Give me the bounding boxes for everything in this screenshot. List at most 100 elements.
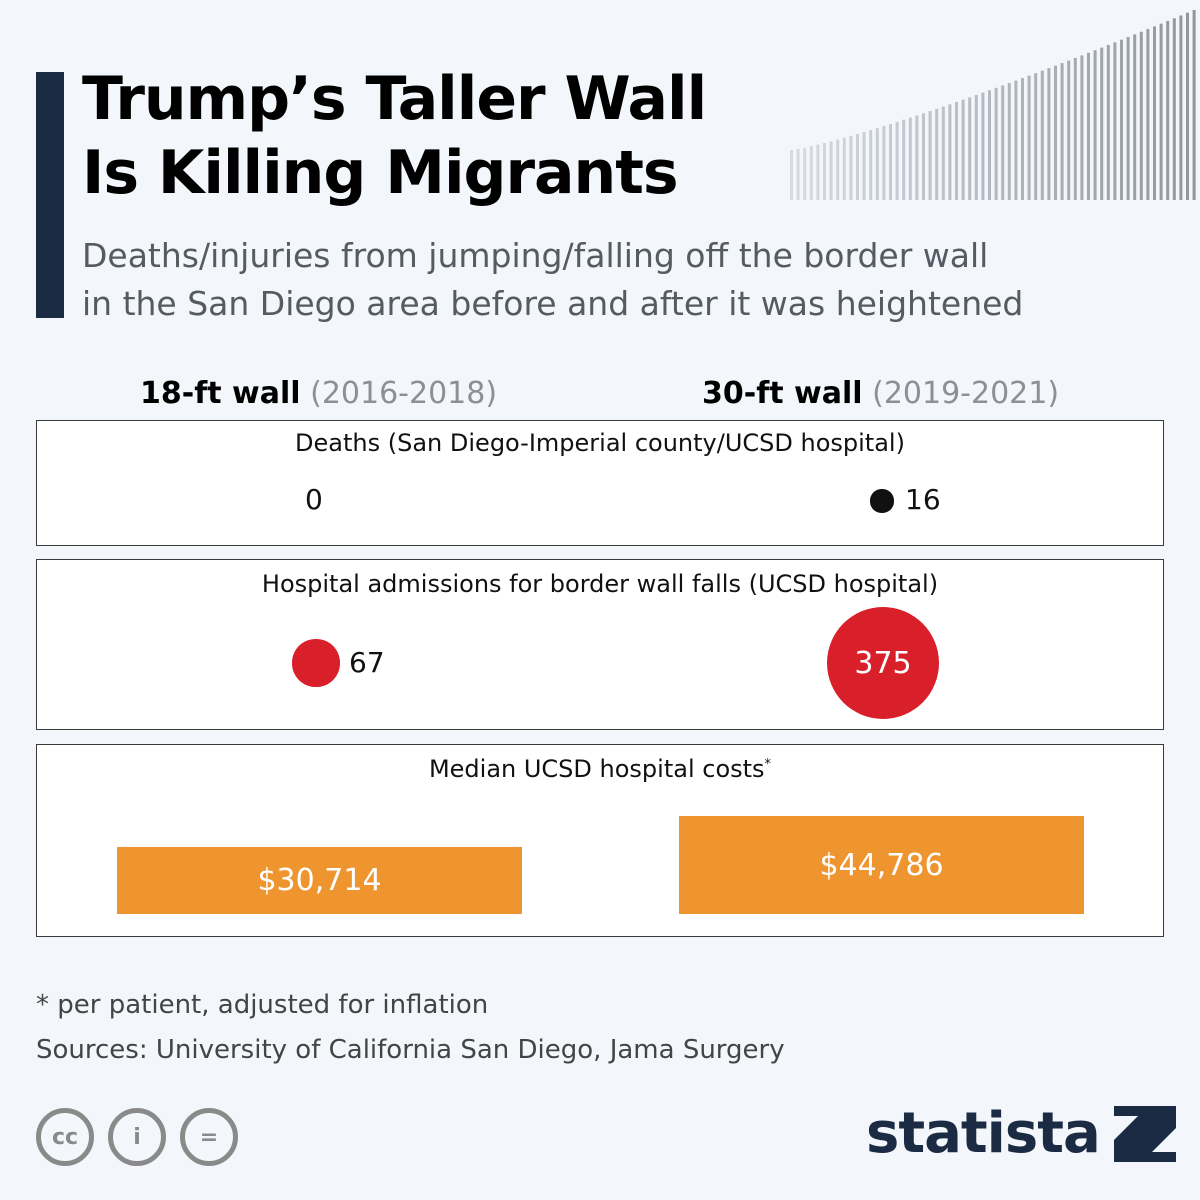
wall-slat [849, 135, 853, 200]
column-years: (2019-2021) [872, 376, 1060, 411]
panel-title: Hospital admissions for border wall fall… [261, 570, 939, 598]
wall-slat [1054, 65, 1057, 200]
wall-slat [1073, 57, 1077, 200]
wall-slat [869, 130, 873, 200]
wall-slat [823, 143, 826, 200]
admissions-value-30ft: 375 [854, 645, 912, 681]
wall-slat [790, 150, 793, 200]
page-subtitle: Deaths/injuries from jumping/falling off… [82, 232, 1182, 328]
wall-slat [809, 146, 813, 200]
deaths-panel: Deaths (San Diego-Imperial county/UCSD h… [36, 420, 1164, 546]
title-accent-bar [36, 72, 64, 318]
wall-slat [1007, 83, 1011, 200]
wall-slat [796, 148, 800, 200]
wall-slat [948, 104, 952, 200]
wall-slat [1179, 15, 1183, 200]
wall-slat [1021, 78, 1024, 200]
page-title: Trump’s Taller Wall Is Killing Migrants [82, 62, 802, 210]
sources: Sources: University of California San Di… [36, 1035, 785, 1065]
wall-slat [829, 141, 833, 200]
wall-slat [1192, 10, 1196, 200]
wall-slat [1040, 70, 1044, 200]
wall-slat [1001, 85, 1005, 200]
wall-slat [935, 108, 939, 200]
wall-slat [836, 139, 840, 200]
wall-slat [1186, 12, 1189, 200]
column-years: (2016-2018) [310, 376, 498, 411]
title-line-1: Trump’s Taller Wall [82, 64, 707, 134]
wall-slat [915, 115, 919, 200]
wall-slat [955, 101, 958, 200]
wall-slat [922, 113, 925, 200]
statista-logo[interactable]: statista [866, 1102, 1176, 1166]
wall-slat [1100, 47, 1104, 200]
panel-title: Deaths (San Diego-Imperial county/UCSD h… [295, 429, 905, 457]
wall-slat [1027, 75, 1031, 200]
wall-slat [928, 111, 932, 200]
wall-slat [1034, 73, 1038, 200]
attribution-icon[interactable]: i [108, 1108, 166, 1166]
wall-slat [816, 144, 820, 200]
column-header-30ft: 30-ft wall (2019-2021) [702, 376, 1059, 411]
admissions-value-18ft: 67 [349, 646, 385, 679]
wall-slat [974, 95, 978, 200]
wall-slat [981, 92, 985, 200]
wall-slat [862, 132, 866, 200]
column-header-18ft: 18-ft wall (2016-2018) [140, 376, 497, 411]
wall-slat [1166, 20, 1170, 200]
wall-slat [1067, 60, 1071, 200]
wall-slat [1139, 31, 1143, 200]
statista-logo-icon [1113, 1106, 1176, 1162]
wall-slat [1060, 63, 1064, 200]
wall-slat [1047, 68, 1051, 200]
wall-slat [1106, 44, 1110, 200]
wall-slat [968, 97, 972, 200]
admissions-dot-30ft: 375 [827, 607, 939, 719]
subtitle-line-1: Deaths/injuries from jumping/falling off… [82, 236, 989, 275]
wall-slat [856, 134, 859, 200]
wall-slat [1080, 55, 1084, 200]
costs-panel: Median UCSD hospital costs* $30,714 $44,… [36, 744, 1164, 937]
wall-slat [1113, 42, 1117, 200]
wall-slat [842, 137, 846, 200]
footnote: * per patient, adjusted for inflation [36, 990, 489, 1020]
deaths-value-18ft: 0 [305, 483, 323, 516]
wall-slat [941, 106, 945, 200]
wall-slat [875, 128, 879, 200]
border-wall-graphic [790, 10, 1196, 200]
wall-slat [994, 87, 998, 200]
admissions-dot-18ft [292, 639, 340, 687]
deaths-dot-30ft [870, 489, 894, 513]
column-label: 30-ft wall [702, 376, 863, 411]
statista-wordmark: statista [866, 1101, 1101, 1166]
title-line-2: Is Killing Migrants [82, 138, 679, 208]
wall-slat [902, 119, 906, 200]
wall-slat [908, 117, 912, 200]
wall-slat [1172, 18, 1176, 200]
wall-slat [1159, 23, 1163, 200]
wall-slat [961, 99, 965, 200]
wall-slat [1093, 50, 1097, 200]
subtitle-line-2: in the San Diego area before and after i… [82, 284, 1024, 323]
cost-value-18ft: $30,714 [257, 862, 382, 898]
cost-bar-18ft: $30,714 [117, 846, 522, 914]
wall-slat [1153, 26, 1156, 200]
deaths-value-30ft: 16 [905, 483, 941, 516]
cc-icon[interactable]: cc [36, 1108, 94, 1166]
wall-slat [1087, 52, 1090, 200]
wall-slat [1146, 29, 1150, 200]
column-label: 18-ft wall [140, 376, 301, 411]
admissions-panel: Hospital admissions for border wall fall… [36, 559, 1164, 730]
wall-slat [803, 147, 807, 200]
wall-slat [889, 123, 892, 200]
panel-title-text: Median UCSD hospital costs [428, 755, 765, 783]
cost-value-30ft: $44,786 [819, 847, 944, 883]
license-icons: cc i = [36, 1108, 238, 1166]
no-derivatives-icon[interactable]: = [180, 1108, 238, 1166]
panel-title: Median UCSD hospital costs* [37, 755, 1163, 783]
wall-slat [895, 121, 899, 200]
wall-slat [1133, 34, 1137, 200]
cost-bar-30ft: $44,786 [679, 816, 1084, 914]
wall-slat [1120, 39, 1123, 200]
wall-slat [882, 126, 886, 200]
